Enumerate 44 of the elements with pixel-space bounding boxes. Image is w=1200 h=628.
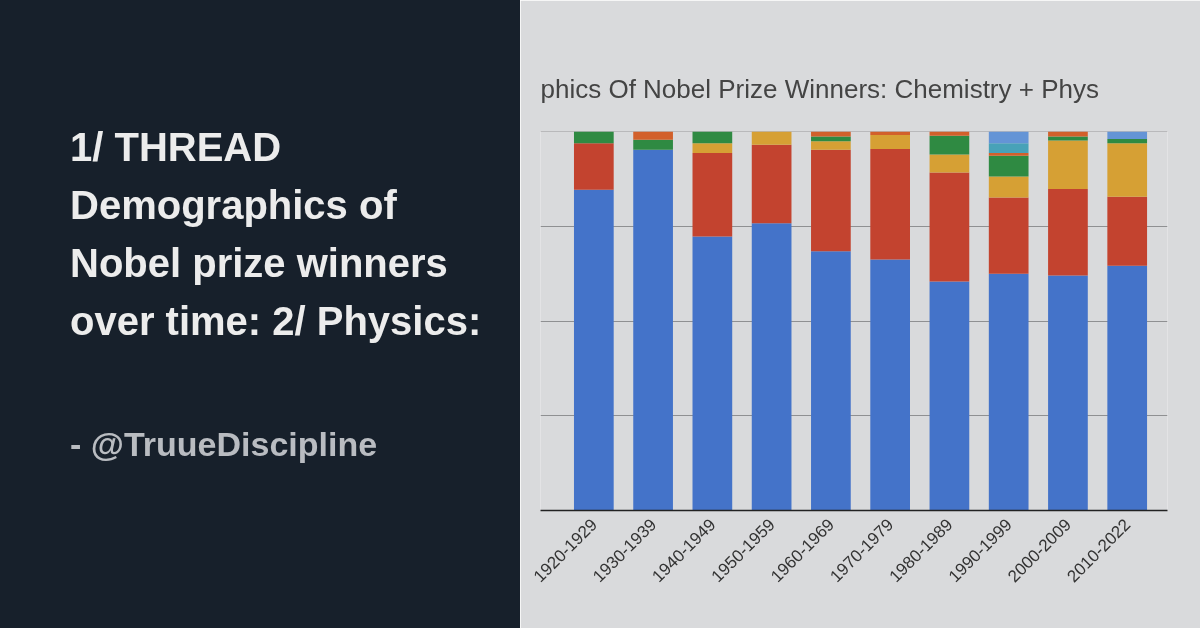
bar: [811, 136, 851, 142]
bar: [811, 141, 851, 150]
bar: [1048, 275, 1088, 511]
bar: [1107, 139, 1148, 144]
bar: [1107, 265, 1148, 511]
bar: [633, 131, 673, 140]
bar: [988, 273, 1029, 511]
bar: [1107, 143, 1148, 197]
bar: [870, 259, 910, 511]
bar: [929, 172, 970, 282]
bar: [929, 154, 970, 173]
bar: [929, 131, 970, 136]
bar: [811, 251, 851, 511]
bar: [929, 281, 970, 511]
bar: [751, 144, 792, 224]
chart-subtitle: phics Of Nobel Prize Winners: Chemistry + Phys: [540, 74, 1099, 104]
bar: [692, 131, 733, 144]
bar: [988, 131, 1029, 144]
bar: [1107, 131, 1148, 140]
bar: [573, 189, 614, 511]
bar: [692, 236, 733, 511]
bar: [929, 135, 970, 155]
text: - @TruueDiscipline: [70, 424, 379, 465]
bar: [1048, 189, 1088, 276]
bar: [988, 197, 1029, 274]
bar: [811, 149, 851, 252]
bar: [692, 143, 733, 154]
bar: [1048, 136, 1088, 141]
bar: [988, 155, 1029, 177]
bar: [633, 139, 673, 150]
bar: [751, 131, 792, 145]
bar: [870, 134, 910, 149]
bar: [988, 153, 1029, 156]
bar: [988, 176, 1029, 198]
bar: [1048, 140, 1088, 190]
text: 1/ THREAD Demographics of Nobel prize winners over time: 2/ Physics:: [70, 124, 483, 345]
bar: [633, 149, 673, 511]
bar: [988, 143, 1029, 154]
bar: [573, 131, 614, 144]
bar: [573, 143, 614, 190]
bar: [870, 148, 910, 260]
bar: [1107, 196, 1148, 266]
bar: [692, 153, 733, 237]
bar: [751, 223, 792, 511]
